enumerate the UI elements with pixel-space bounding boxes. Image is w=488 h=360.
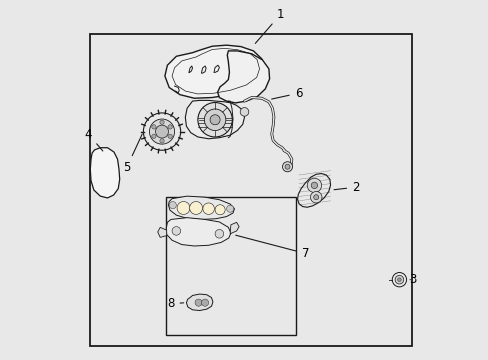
Circle shape bbox=[160, 139, 164, 143]
Circle shape bbox=[167, 134, 172, 138]
Text: 1: 1 bbox=[255, 8, 284, 44]
Polygon shape bbox=[185, 100, 244, 139]
FancyBboxPatch shape bbox=[89, 34, 411, 346]
Circle shape bbox=[201, 299, 208, 306]
Circle shape bbox=[198, 103, 232, 137]
Circle shape bbox=[155, 125, 168, 138]
Text: 3: 3 bbox=[408, 273, 416, 286]
Circle shape bbox=[203, 203, 214, 215]
Text: 4: 4 bbox=[84, 127, 102, 151]
Polygon shape bbox=[230, 222, 239, 234]
Circle shape bbox=[160, 120, 164, 125]
Circle shape bbox=[172, 226, 180, 235]
Circle shape bbox=[195, 299, 202, 306]
Circle shape bbox=[282, 162, 292, 172]
Text: 6: 6 bbox=[271, 87, 302, 100]
Circle shape bbox=[151, 134, 156, 138]
Circle shape bbox=[240, 108, 248, 116]
Circle shape bbox=[177, 202, 190, 215]
Circle shape bbox=[215, 205, 224, 215]
Circle shape bbox=[149, 119, 174, 144]
Circle shape bbox=[143, 113, 180, 150]
Circle shape bbox=[167, 125, 172, 129]
Circle shape bbox=[394, 275, 403, 284]
Circle shape bbox=[226, 205, 233, 212]
Circle shape bbox=[189, 202, 202, 215]
Polygon shape bbox=[186, 294, 212, 311]
Circle shape bbox=[204, 109, 225, 131]
Text: 8: 8 bbox=[167, 297, 183, 310]
Circle shape bbox=[306, 178, 321, 193]
Polygon shape bbox=[168, 196, 234, 220]
Polygon shape bbox=[297, 174, 330, 207]
Circle shape bbox=[285, 164, 289, 169]
Polygon shape bbox=[217, 51, 269, 103]
Circle shape bbox=[210, 115, 220, 125]
Circle shape bbox=[310, 182, 317, 189]
Text: 2: 2 bbox=[333, 181, 359, 194]
Text: 7: 7 bbox=[235, 235, 309, 260]
Circle shape bbox=[391, 273, 406, 287]
Circle shape bbox=[215, 229, 223, 238]
Polygon shape bbox=[164, 45, 264, 98]
Circle shape bbox=[151, 125, 156, 129]
Circle shape bbox=[313, 195, 318, 200]
Polygon shape bbox=[166, 218, 230, 246]
Text: 5: 5 bbox=[123, 134, 142, 174]
Circle shape bbox=[310, 192, 321, 203]
Circle shape bbox=[169, 202, 176, 209]
Circle shape bbox=[397, 278, 400, 282]
Polygon shape bbox=[158, 227, 166, 237]
Polygon shape bbox=[90, 148, 120, 198]
